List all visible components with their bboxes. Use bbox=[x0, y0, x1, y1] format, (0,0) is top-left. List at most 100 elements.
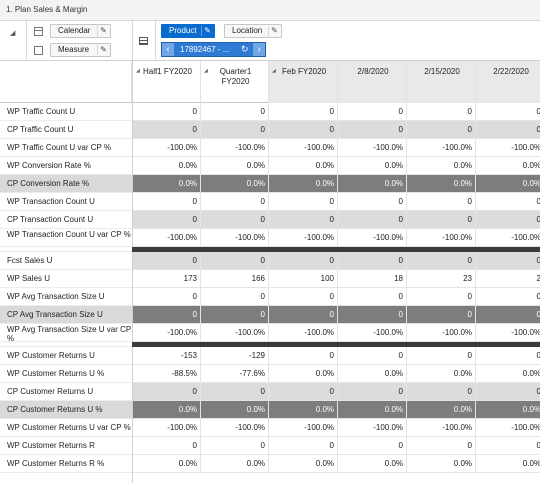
grid-cell[interactable]: 0 bbox=[269, 193, 338, 211]
grid-cell[interactable]: 0 bbox=[133, 288, 201, 306]
grid-cell[interactable]: 0 bbox=[133, 437, 201, 455]
row-label[interactable]: CP Transaction Count U bbox=[0, 211, 132, 229]
grid-cell[interactable]: 0.0% bbox=[269, 157, 338, 175]
grid-cell[interactable]: 0 bbox=[133, 103, 201, 121]
grid-cell[interactable]: 0 bbox=[338, 193, 407, 211]
row-label[interactable]: WP Avg Transaction Size U bbox=[0, 288, 132, 306]
calendar-tile[interactable]: Calendar ✎ bbox=[50, 24, 111, 38]
row-label[interactable]: WP Avg Transaction Size U var CP % bbox=[0, 324, 132, 342]
row-label[interactable]: WP Traffic Count U bbox=[0, 103, 132, 121]
grid-cell[interactable]: 0.0% bbox=[476, 157, 540, 175]
grid-cell[interactable]: -100.0% bbox=[476, 139, 540, 157]
grid-cell[interactable]: -100.0% bbox=[269, 229, 338, 247]
grid-cell[interactable]: -129 bbox=[201, 347, 269, 365]
grid-cell[interactable]: 0 bbox=[201, 288, 269, 306]
row-label[interactable]: CP Customer Returns U bbox=[0, 383, 132, 401]
row-label[interactable]: CP Avg Transaction Size U bbox=[0, 306, 132, 324]
grid-cell[interactable]: -100.0% bbox=[407, 139, 476, 157]
grid-cell[interactable]: 0 bbox=[476, 347, 540, 365]
grid-cell[interactable]: -100.0% bbox=[201, 139, 269, 157]
row-label[interactable]: WP Transaction Count U var CP % bbox=[0, 229, 132, 247]
row-label[interactable]: WP Customer Returns U bbox=[0, 347, 132, 365]
grid-cell[interactable]: -153 bbox=[133, 347, 201, 365]
grid-cell[interactable]: 0.0% bbox=[476, 455, 540, 473]
pencil-icon[interactable]: ✎ bbox=[97, 26, 109, 36]
grid-cell[interactable]: 0 bbox=[476, 288, 540, 306]
row-label[interactable]: CP Customer Returns U % bbox=[0, 401, 132, 419]
grid-cell[interactable]: -100.0% bbox=[338, 229, 407, 247]
grid-cell[interactable]: 0 bbox=[407, 193, 476, 211]
grid-cell[interactable]: 0 bbox=[407, 288, 476, 306]
grid-cell[interactable]: 0.0% bbox=[201, 157, 269, 175]
row-label[interactable]: WP Customer Returns R % bbox=[0, 455, 132, 473]
row-label[interactable]: WP Transaction Count U bbox=[0, 193, 132, 211]
grid-cell[interactable]: -100.0% bbox=[407, 419, 476, 437]
row-label[interactable]: WP Sales U bbox=[0, 270, 132, 288]
expand-icon[interactable]: ◢ bbox=[272, 68, 276, 74]
grid-cell[interactable]: 100 bbox=[269, 270, 338, 288]
grid-cell[interactable]: 18 bbox=[338, 270, 407, 288]
table-icon[interactable] bbox=[139, 37, 148, 45]
grid-cell[interactable]: 0.0% bbox=[269, 365, 338, 383]
grid-cell[interactable]: -100.0% bbox=[476, 229, 540, 247]
chevron-right-icon[interactable]: › bbox=[253, 43, 265, 56]
row-label[interactable]: WP Customer Returns R bbox=[0, 437, 132, 455]
grid-cell[interactable]: 0.0% bbox=[338, 455, 407, 473]
expand-icon[interactable]: ◢ bbox=[136, 68, 140, 74]
grid-cell[interactable]: 0.0% bbox=[407, 157, 476, 175]
column-header[interactable]: 2/8/2020 bbox=[338, 61, 407, 103]
grid-cell[interactable]: -100.0% bbox=[201, 229, 269, 247]
grid-cell[interactable]: -77.6% bbox=[201, 365, 269, 383]
grid-cell[interactable]: 0.0% bbox=[338, 157, 407, 175]
grid-cell[interactable]: 0.0% bbox=[133, 455, 201, 473]
grid-cell[interactable]: 0.0% bbox=[476, 365, 540, 383]
grid-cell[interactable]: 0.0% bbox=[269, 455, 338, 473]
grid-cell[interactable]: -100.0% bbox=[269, 419, 338, 437]
grid-cell[interactable]: 0.0% bbox=[407, 455, 476, 473]
column-header[interactable]: ◢ Quarter1 FY2020 bbox=[201, 61, 269, 103]
collapse-icon[interactable]: ◢ bbox=[10, 30, 16, 37]
grid-cell[interactable]: 0 bbox=[133, 193, 201, 211]
grid-cell[interactable]: 0 bbox=[338, 288, 407, 306]
grid-cell[interactable]: -100.0% bbox=[133, 419, 201, 437]
grid-cell[interactable]: -100.0% bbox=[338, 419, 407, 437]
grid-cell[interactable]: -100.0% bbox=[269, 139, 338, 157]
grid-cell[interactable]: 0 bbox=[338, 437, 407, 455]
grid-cell[interactable]: 0 bbox=[476, 193, 540, 211]
grid-cell[interactable]: 0 bbox=[338, 103, 407, 121]
grid-cell[interactable]: 173 bbox=[133, 270, 201, 288]
grid-cell[interactable]: -100.0% bbox=[133, 139, 201, 157]
grid-cell[interactable]: 2 bbox=[476, 270, 540, 288]
grid-cell[interactable]: -100.0% bbox=[338, 324, 407, 342]
grid-cell[interactable]: -100.0% bbox=[476, 324, 540, 342]
row-label[interactable]: Fcst Sales U bbox=[0, 252, 132, 270]
grid-cell[interactable]: 0 bbox=[476, 103, 540, 121]
product-tile[interactable]: Product ✎ bbox=[161, 24, 215, 38]
grid-cell[interactable]: 0.0% bbox=[407, 365, 476, 383]
pencil-icon[interactable]: ✎ bbox=[97, 45, 109, 55]
row-label[interactable]: CP Conversion Rate % bbox=[0, 175, 132, 193]
row-label[interactable]: WP Customer Returns U % bbox=[0, 365, 132, 383]
row-label[interactable]: WP Customer Returns U var CP % bbox=[0, 419, 132, 437]
product-selector[interactable]: ‹ 17892467 - ... ↻ › bbox=[161, 42, 266, 57]
location-tile[interactable]: Location ✎ bbox=[224, 24, 282, 38]
measure-tile[interactable]: Measure ✎ bbox=[50, 43, 111, 57]
grid-cell[interactable]: 23 bbox=[407, 270, 476, 288]
grid-cell[interactable]: 0 bbox=[338, 347, 407, 365]
grid-cell[interactable]: 0 bbox=[201, 437, 269, 455]
grid-cell[interactable]: -100.0% bbox=[133, 324, 201, 342]
pencil-icon[interactable]: ✎ bbox=[201, 26, 213, 36]
grid-cell[interactable]: -100.0% bbox=[133, 229, 201, 247]
grid-cell[interactable]: -100.0% bbox=[407, 324, 476, 342]
grid-cell[interactable]: -100.0% bbox=[476, 419, 540, 437]
grid-cell[interactable]: 0 bbox=[269, 103, 338, 121]
column-header[interactable]: 2/22/2020 bbox=[476, 61, 540, 103]
grid-cell[interactable]: 0 bbox=[269, 437, 338, 455]
row-label[interactable]: WP Traffic Count U var CP % bbox=[0, 139, 132, 157]
grid-cell[interactable]: -100.0% bbox=[201, 419, 269, 437]
grid-cell[interactable]: 166 bbox=[201, 270, 269, 288]
grid-cell[interactable]: 0 bbox=[407, 437, 476, 455]
grid-cell[interactable]: -100.0% bbox=[338, 139, 407, 157]
grid-cell[interactable]: 0 bbox=[407, 347, 476, 365]
column-header[interactable]: ◢ Half1 FY2020 bbox=[133, 61, 201, 103]
